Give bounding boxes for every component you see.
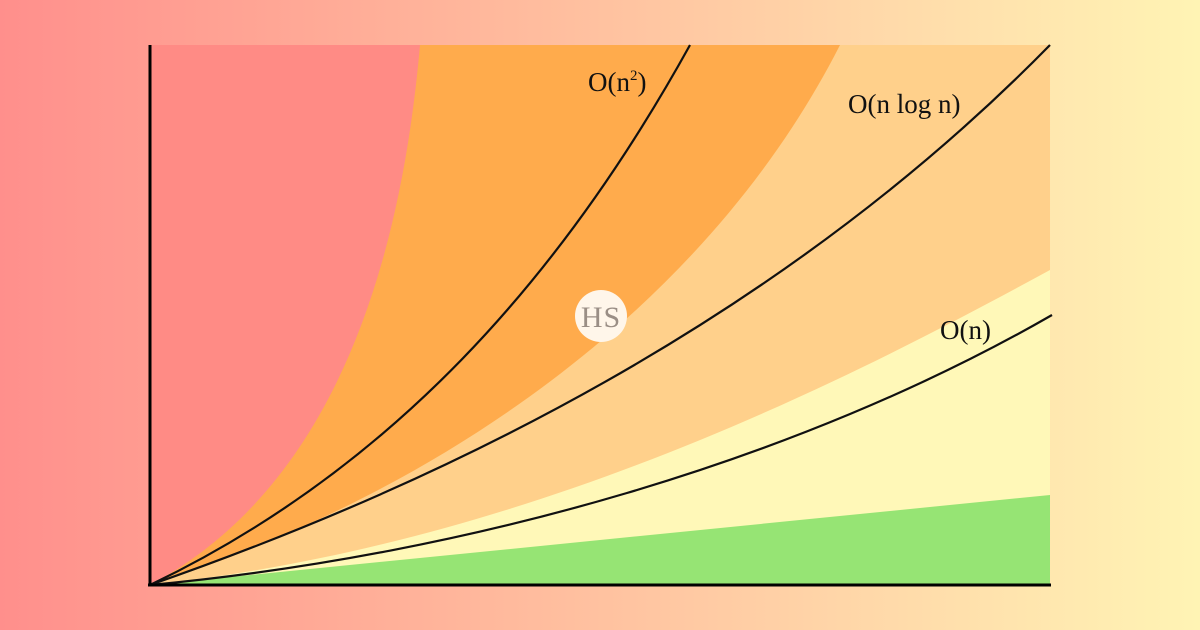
curve-n-log-n [149,44,1051,587]
label-n-squared-end: ) [638,67,647,97]
label-n-squared: O(n2) [588,67,647,97]
label-n-squared-sup: 2 [630,68,638,84]
curve-linear [149,314,1053,587]
logo-circle [575,290,627,342]
label-linear: O(n) [940,315,991,345]
label-n-log-n: O(n log n) [848,89,960,119]
label-n-squared-main: O(n [588,67,630,97]
zone-good [150,270,1050,585]
hs-logo: HS [575,290,627,342]
curve-n-squared [149,44,691,586]
zone-excellent [150,495,1050,585]
logo-text: HS [581,301,621,334]
